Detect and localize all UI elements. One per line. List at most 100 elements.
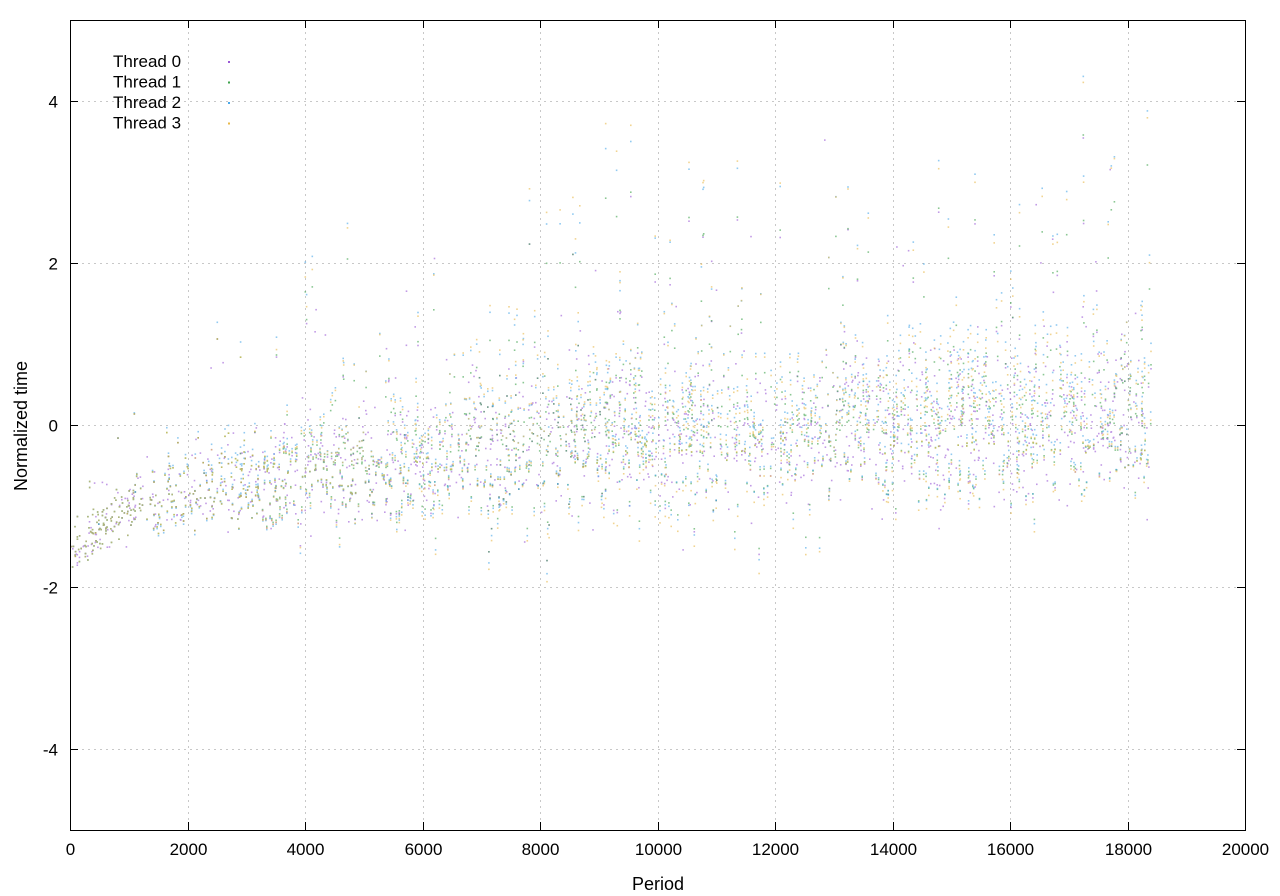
scatter-point bbox=[1150, 342, 1152, 345]
scatter-point bbox=[589, 404, 592, 406]
scatter-point bbox=[682, 391, 684, 394]
scatter-point bbox=[629, 380, 631, 382]
scatter-point bbox=[700, 423, 703, 426]
scatter-point bbox=[1038, 379, 1040, 381]
scatter-point bbox=[813, 462, 816, 464]
scatter-point bbox=[559, 262, 561, 264]
scatter-point bbox=[869, 458, 871, 460]
scatter-point bbox=[1048, 426, 1050, 428]
scatter-point bbox=[896, 246, 898, 248]
scatter-point bbox=[1104, 428, 1107, 431]
scatter-point bbox=[1016, 491, 1018, 493]
scatter-point bbox=[891, 452, 893, 455]
scatter-point bbox=[784, 421, 786, 423]
scatter-point bbox=[106, 528, 109, 531]
scatter-point bbox=[1128, 393, 1131, 395]
scatter-point bbox=[843, 404, 845, 406]
scatter-point bbox=[821, 360, 823, 363]
scatter-point bbox=[938, 527, 940, 530]
scatter-point bbox=[603, 406, 605, 409]
scatter-point bbox=[971, 383, 974, 386]
scatter-point bbox=[216, 490, 219, 493]
scatter-point bbox=[1000, 320, 1003, 323]
scatter-point bbox=[895, 395, 897, 398]
scatter-point bbox=[133, 495, 135, 497]
scatter-point bbox=[582, 459, 585, 462]
scatter-point bbox=[296, 443, 298, 446]
scatter-point bbox=[711, 478, 713, 481]
scatter-point bbox=[155, 523, 157, 526]
scatter-point bbox=[608, 382, 611, 384]
scatter-point bbox=[826, 454, 828, 456]
scatter-point bbox=[928, 487, 930, 489]
scatter-point bbox=[898, 370, 900, 372]
scatter-point bbox=[250, 491, 253, 494]
scatter-point bbox=[628, 459, 630, 462]
scatter-point bbox=[1084, 377, 1086, 379]
series-thread-2 bbox=[70, 75, 1152, 575]
scatter-point bbox=[518, 480, 520, 482]
scatter-point bbox=[968, 467, 970, 469]
scatter-point bbox=[585, 429, 587, 431]
scatter-point bbox=[866, 383, 869, 386]
scatter-point bbox=[777, 447, 780, 450]
scatter-point bbox=[814, 406, 817, 408]
scatter-point bbox=[389, 480, 392, 483]
scatter-point bbox=[891, 412, 894, 415]
scatter-point bbox=[407, 410, 410, 413]
scatter-point bbox=[557, 426, 560, 429]
scatter-point bbox=[886, 355, 888, 357]
scatter-point bbox=[922, 473, 925, 476]
scatter-point bbox=[651, 452, 653, 455]
scatter-point bbox=[984, 470, 986, 472]
scatter-point bbox=[654, 237, 656, 239]
scatter-point bbox=[866, 408, 868, 410]
scatter-point bbox=[199, 452, 202, 454]
scatter-point bbox=[700, 412, 702, 415]
scatter-point bbox=[1016, 394, 1018, 396]
scatter-point bbox=[865, 357, 868, 359]
scatter-point bbox=[1001, 428, 1004, 430]
scatter-point bbox=[430, 512, 432, 515]
scatter-point bbox=[605, 364, 608, 367]
scatter-point bbox=[829, 445, 832, 447]
scatter-point bbox=[345, 503, 347, 505]
scatter-point bbox=[391, 452, 394, 454]
scatter-point bbox=[304, 291, 307, 293]
scatter-point bbox=[416, 465, 418, 467]
scatter-point bbox=[326, 469, 328, 471]
scatter-point bbox=[833, 450, 835, 452]
scatter-point bbox=[821, 376, 823, 379]
scatter-point bbox=[854, 356, 857, 359]
scatter-point bbox=[925, 435, 928, 437]
scatter-point bbox=[684, 405, 687, 408]
scatter-point bbox=[336, 454, 338, 456]
scatter-point bbox=[1150, 368, 1152, 370]
scatter-point bbox=[846, 469, 849, 472]
scatter-point bbox=[692, 430, 695, 433]
scatter-point bbox=[322, 468, 325, 470]
scatter-point bbox=[447, 478, 450, 481]
scatter-point bbox=[1082, 175, 1085, 177]
scatter-point bbox=[286, 414, 288, 416]
scatter-point bbox=[654, 474, 657, 476]
scatter-point bbox=[707, 432, 710, 435]
scatter-point bbox=[687, 417, 689, 419]
scatter-point bbox=[957, 392, 960, 395]
scatter-point bbox=[284, 478, 286, 481]
scatter-point bbox=[1103, 409, 1106, 412]
scatter-point bbox=[936, 398, 938, 400]
scatter-point bbox=[517, 408, 519, 410]
scatter-point bbox=[407, 499, 409, 501]
scatter-point bbox=[652, 439, 654, 441]
scatter-point bbox=[721, 389, 723, 391]
scatter-point bbox=[1141, 386, 1143, 389]
scatter-point bbox=[463, 458, 466, 461]
scatter-point bbox=[128, 502, 130, 504]
scatter-point bbox=[818, 451, 820, 454]
scatter-point bbox=[581, 407, 583, 409]
scatter-point bbox=[559, 473, 561, 476]
scatter-point bbox=[479, 402, 482, 404]
scatter-point bbox=[293, 504, 295, 506]
scatter-point bbox=[578, 402, 580, 405]
